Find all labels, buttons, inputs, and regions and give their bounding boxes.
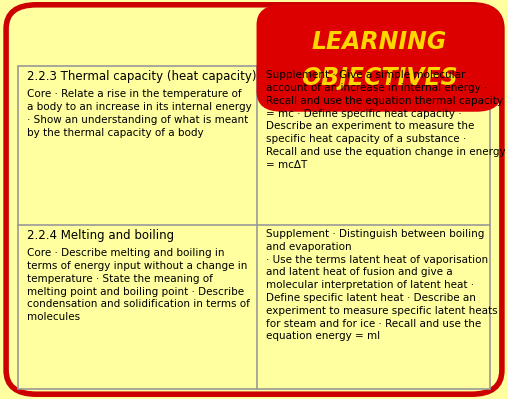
- Text: Supplement · Give a simple molecular
account of an increase in internal energy ·: Supplement · Give a simple molecular acc…: [266, 70, 505, 170]
- FancyBboxPatch shape: [18, 66, 490, 389]
- FancyBboxPatch shape: [6, 5, 502, 394]
- Text: 2.2.3 Thermal capacity (heat capacity): 2.2.3 Thermal capacity (heat capacity): [27, 70, 257, 83]
- Text: 2.2.4 Melting and boiling: 2.2.4 Melting and boiling: [27, 229, 174, 242]
- Text: Core · Describe melting and boiling in
terms of energy input without a change in: Core · Describe melting and boiling in t…: [27, 248, 250, 322]
- FancyBboxPatch shape: [257, 5, 502, 112]
- Text: OBJECTIVES: OBJECTIVES: [301, 65, 458, 89]
- Text: Core · Relate a rise in the temperature of
a body to an increase in its internal: Core · Relate a rise in the temperature …: [27, 89, 251, 138]
- Text: LEARNING: LEARNING: [311, 30, 447, 54]
- Text: Supplement · Distinguish between boiling
and evaporation
· Use the terms latent : Supplement · Distinguish between boiling…: [266, 229, 497, 342]
